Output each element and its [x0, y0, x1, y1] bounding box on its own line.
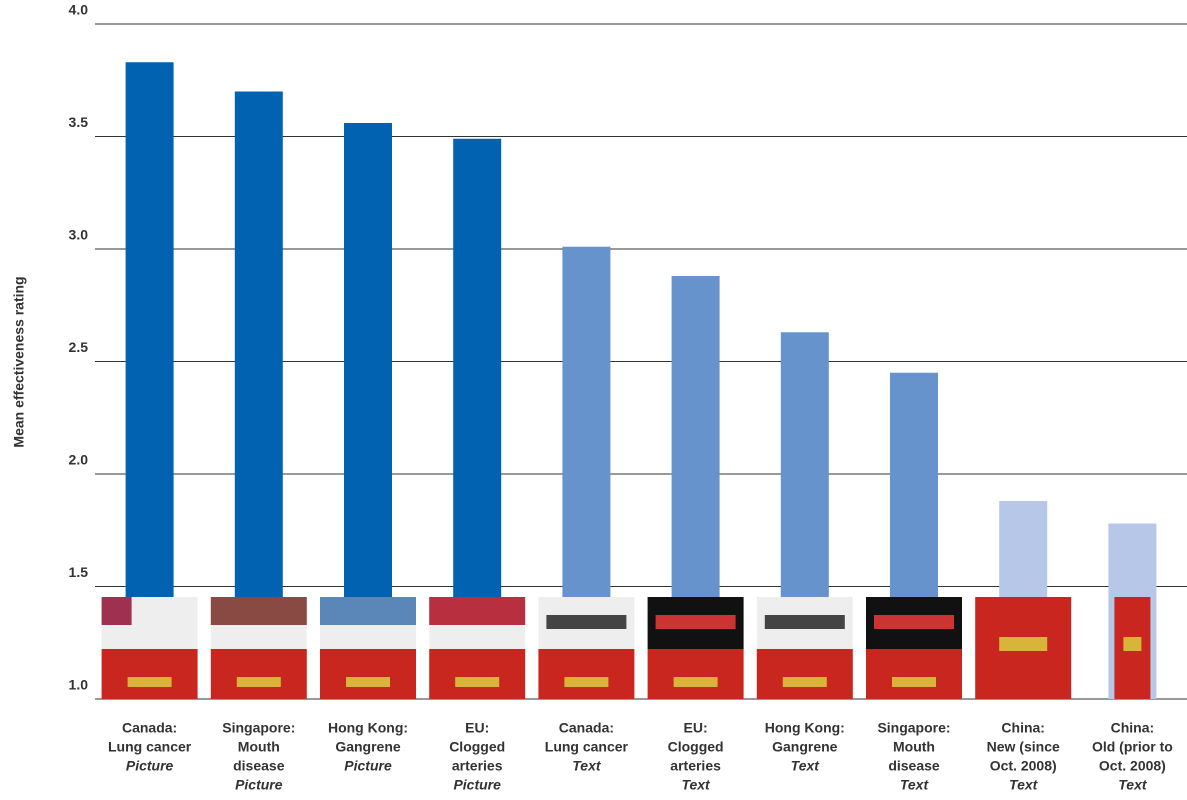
warning-format-label: Text: [900, 777, 930, 793]
pack-image: [429, 597, 526, 699]
pack-text: [546, 615, 627, 629]
x-tick-label: arteries: [670, 758, 721, 774]
x-tick-label: EU:: [465, 720, 489, 736]
pack-image: [210, 597, 307, 699]
warning-format-label: Picture: [453, 777, 501, 793]
x-tick-label: Lung cancer: [108, 739, 192, 755]
pack-text: [655, 615, 736, 629]
pack-emblem: [127, 677, 172, 687]
warning-format-label: Picture: [344, 758, 392, 774]
x-tick-label: Oct. 2008): [1099, 758, 1166, 774]
pack-body: [101, 649, 198, 699]
pack-text: [764, 615, 845, 629]
bar: [125, 62, 174, 699]
x-tick-label: disease: [888, 758, 940, 774]
x-tick-label: Singapore:: [222, 720, 295, 736]
x-tick-label: Oct. 2008): [990, 758, 1057, 774]
x-tick-label: Hong Kong:: [328, 720, 408, 736]
y-tick-label: 4.0: [69, 2, 89, 18]
x-tick-label: China:: [1001, 720, 1045, 736]
pack-image: [866, 597, 962, 699]
x-tick-label: Clogged: [668, 739, 724, 755]
x-tick-label: Lung cancer: [545, 739, 629, 755]
y-tick-label: 2.0: [69, 452, 89, 468]
x-tick-label: arteries: [452, 758, 503, 774]
pack-photo: [210, 597, 307, 625]
x-tick-label: Mouth: [893, 739, 935, 755]
x-tick-label: Canada:: [122, 720, 177, 736]
x-tick-label: EU:: [684, 720, 708, 736]
warning-format-label: Text: [791, 758, 821, 774]
pack-image: [1114, 597, 1151, 699]
x-tick-label: Clogged: [449, 739, 505, 755]
pack-image: [320, 597, 416, 699]
y-tick-label: 3.5: [69, 114, 89, 130]
x-tick-label: Canada:: [559, 720, 614, 736]
pack-body: [210, 649, 307, 699]
pack-emblem: [782, 677, 827, 687]
warning-format-label: Text: [572, 758, 602, 774]
x-tick-label: Gangrene: [335, 739, 401, 755]
x-tick-label: Hong Kong:: [765, 720, 845, 736]
x-tick-label: Mouth: [238, 739, 280, 755]
pack-photo: [429, 597, 526, 625]
x-tick-label: disease: [233, 758, 285, 774]
pack-image: [975, 597, 1072, 699]
pack-body: [647, 649, 744, 699]
pack-photo: [101, 597, 132, 625]
y-tick-label: 2.5: [69, 339, 89, 355]
pack-emblem: [236, 677, 281, 687]
pack-image: [647, 597, 744, 699]
x-tick-label: Gangrene: [772, 739, 838, 755]
x-tick-label: New (since: [987, 739, 1060, 755]
pack-emblem: [1123, 637, 1142, 651]
pack-emblem: [346, 677, 390, 687]
pack-emblem: [673, 677, 718, 687]
pack-body: [429, 649, 526, 699]
warning-format-label: Picture: [235, 777, 283, 793]
warning-format-label: Text: [1009, 777, 1039, 793]
pack-text: [874, 615, 954, 629]
pack-image: [756, 597, 853, 699]
warning-format-label: Text: [681, 777, 711, 793]
y-tick-label: 3.0: [69, 227, 89, 243]
pack-body: [538, 649, 635, 699]
pack-emblem: [892, 677, 936, 687]
warning-format-label: Picture: [126, 758, 174, 774]
x-tick-label: Old (prior to: [1092, 739, 1173, 755]
warning-format-label: Text: [1118, 777, 1148, 793]
x-tick-label: Singapore:: [877, 720, 950, 736]
pack-image: [101, 597, 198, 699]
pack-emblem: [455, 677, 500, 687]
pack-image: [538, 597, 635, 699]
pack-photo: [320, 597, 416, 625]
pack-emblem: [999, 637, 1048, 651]
pack-emblem: [564, 677, 609, 687]
pack-body: [756, 649, 853, 699]
x-tick-label: China:: [1111, 720, 1155, 736]
y-tick-label: 1.0: [69, 677, 89, 693]
pack-body: [866, 649, 962, 699]
y-tick-label: 1.5: [69, 564, 89, 580]
y-axis-title: Mean effectiveness rating: [11, 276, 27, 447]
pack-body: [320, 649, 416, 699]
